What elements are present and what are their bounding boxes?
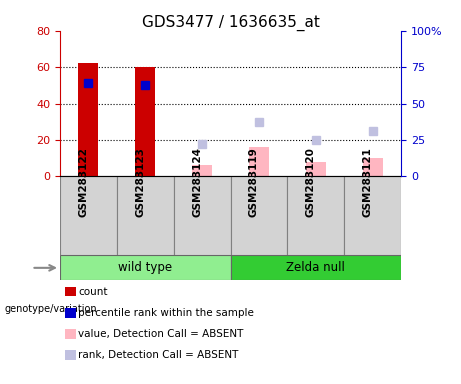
Bar [249, 147, 269, 176]
Text: Zelda null: Zelda null [286, 262, 345, 274]
Text: wild type: wild type [118, 262, 172, 274]
Bar [287, 176, 344, 255]
Text: GSM283121: GSM283121 [363, 147, 372, 217]
Bar [135, 67, 155, 176]
Bar [363, 158, 383, 176]
Bar [60, 255, 230, 280]
Title: GDS3477 / 1636635_at: GDS3477 / 1636635_at [142, 15, 319, 31]
Text: value, Detection Call = ABSENT: value, Detection Call = ABSENT [78, 329, 244, 339]
Text: GSM283123: GSM283123 [135, 147, 145, 217]
Bar [306, 162, 326, 176]
Bar [192, 166, 212, 176]
Bar [174, 176, 230, 255]
Bar [60, 176, 117, 255]
Text: GSM283120: GSM283120 [306, 147, 316, 217]
Bar [117, 176, 174, 255]
Text: GSM283122: GSM283122 [78, 147, 89, 217]
Bar [344, 176, 401, 255]
Text: count: count [78, 287, 108, 297]
Text: percentile rank within the sample: percentile rank within the sample [78, 308, 254, 318]
Text: genotype/variation: genotype/variation [5, 304, 97, 314]
Text: rank, Detection Call = ABSENT: rank, Detection Call = ABSENT [78, 350, 239, 360]
Bar [78, 63, 98, 176]
Bar [230, 176, 287, 255]
Text: GSM283119: GSM283119 [249, 147, 259, 217]
Bar [230, 255, 401, 280]
Text: GSM283124: GSM283124 [192, 147, 202, 217]
